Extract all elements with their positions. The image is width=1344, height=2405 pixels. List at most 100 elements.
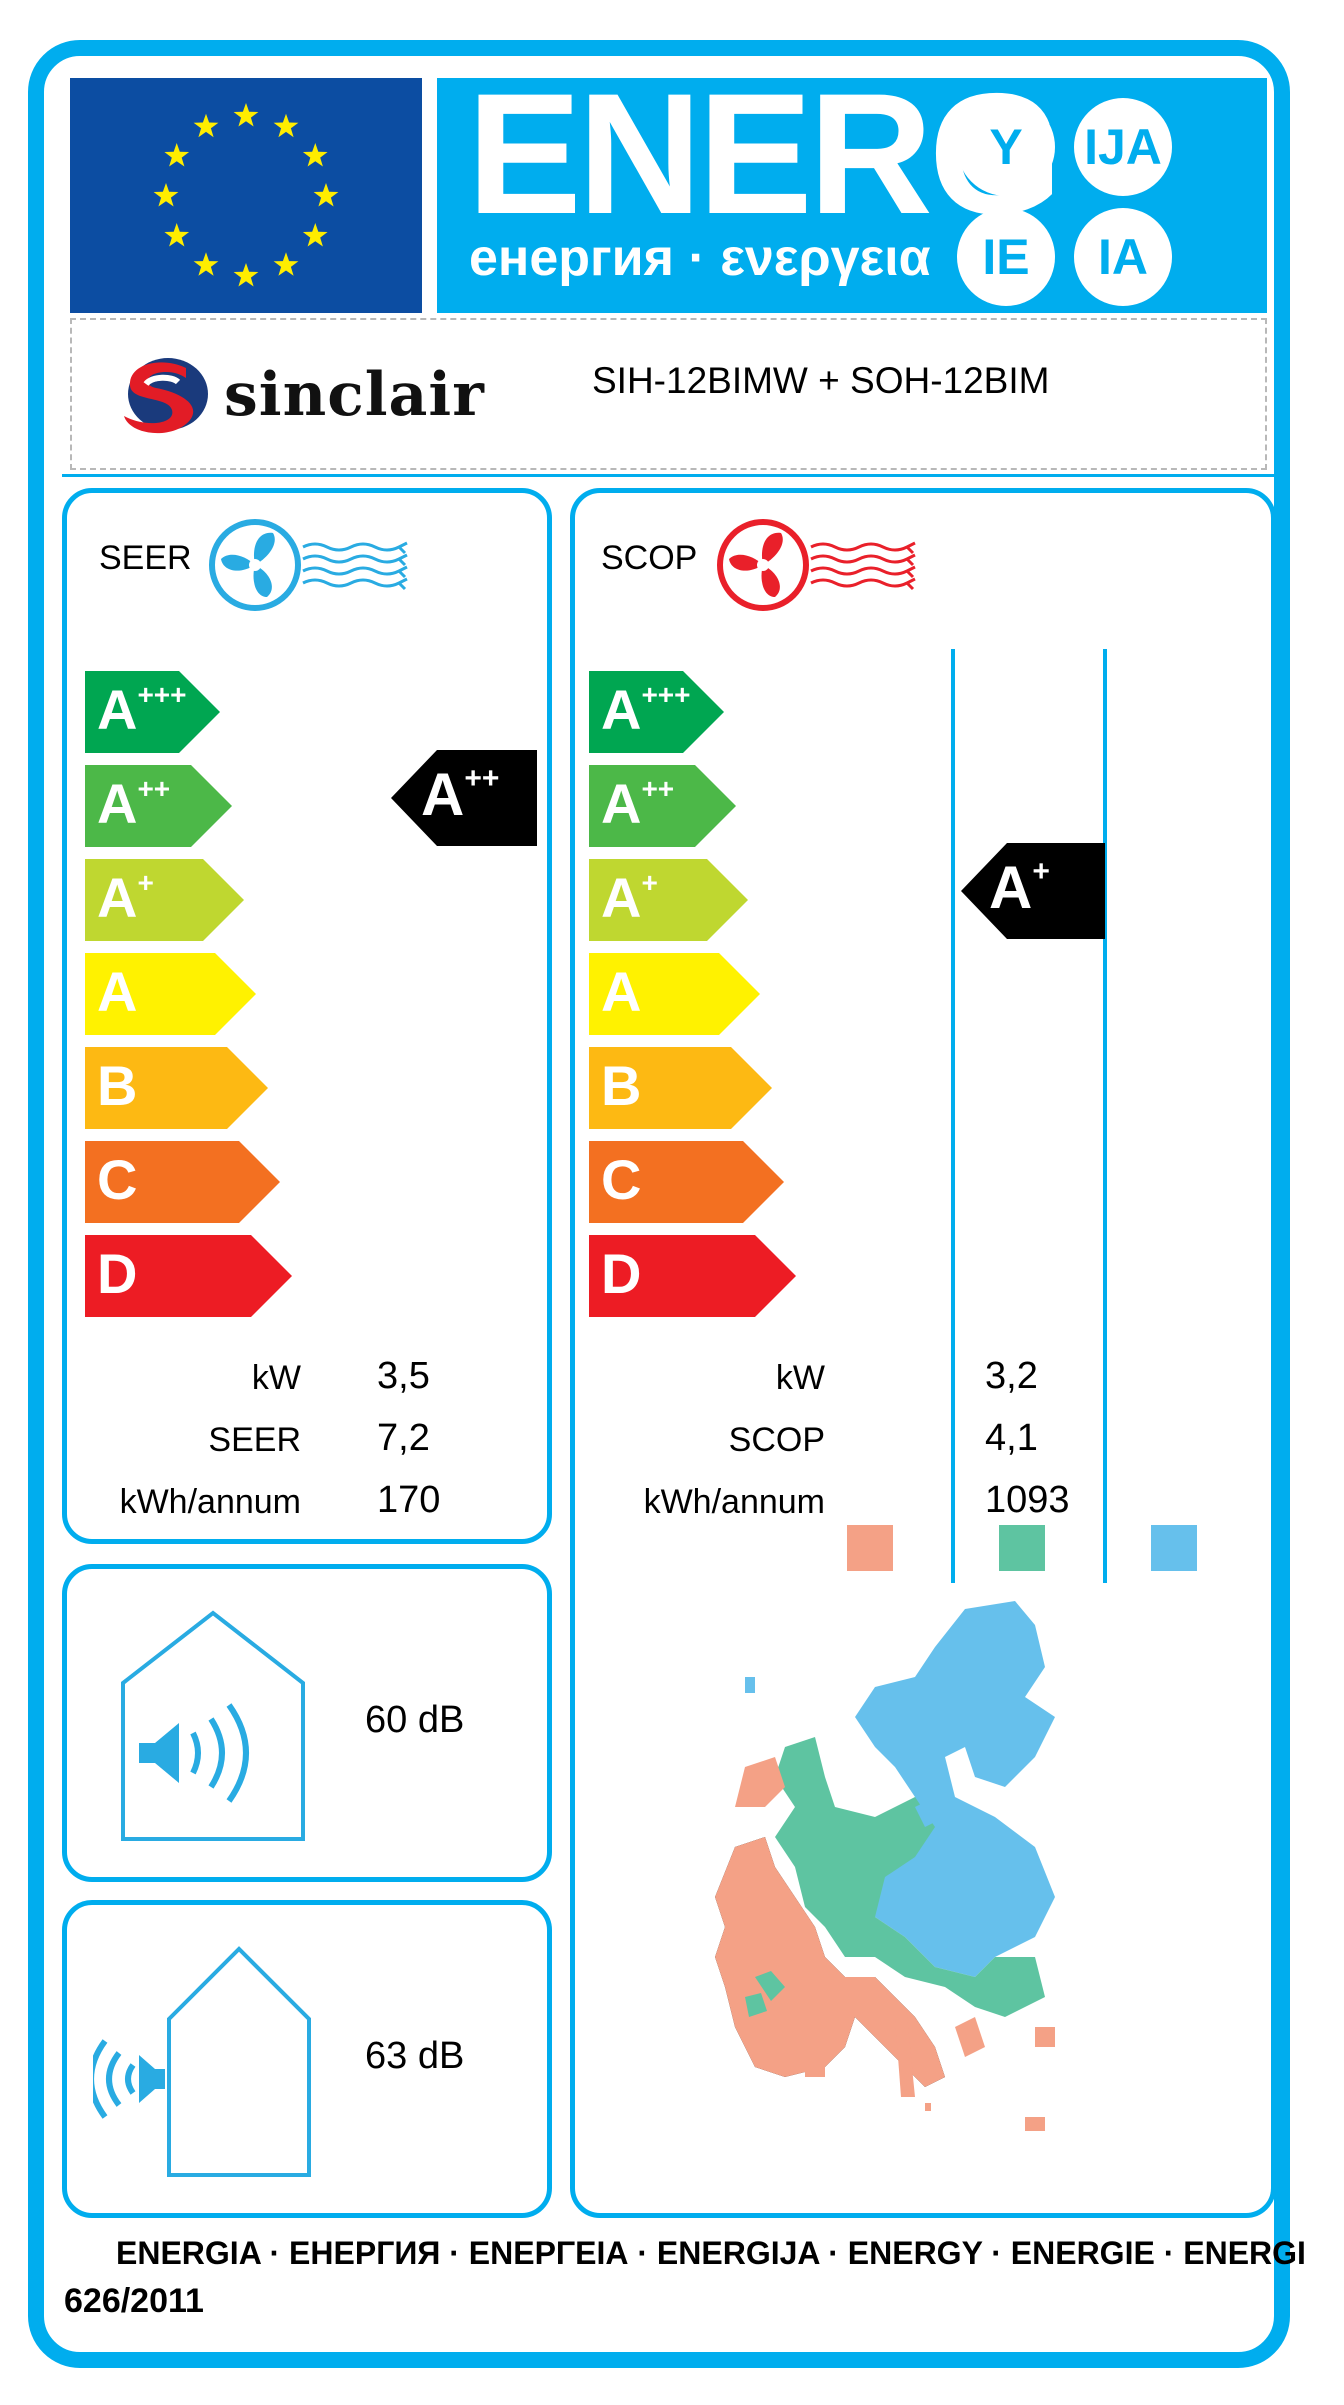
value-row-value: 170 <box>377 1479 441 1521</box>
scale-bar-b: B <box>589 1047 772 1129</box>
zone-average-swatch <box>999 1525 1045 1571</box>
cooling-fan-icon <box>209 519 408 611</box>
eu-star <box>164 143 190 167</box>
value-row-value: 7,2 <box>377 1417 430 1459</box>
scale-bar-label: A++ <box>601 772 675 835</box>
sinclair-logo-icon <box>124 358 208 434</box>
scale-bar-label: A <box>97 960 138 1023</box>
eu-stars-icon <box>153 103 339 287</box>
scale-bar-shape <box>589 953 760 1035</box>
eu-star <box>153 183 179 207</box>
suffix-ia: IA <box>1074 208 1172 306</box>
eu-star <box>313 183 339 207</box>
scale-bar-ap: A+ <box>85 859 244 941</box>
scale-bar-label: D <box>97 1242 138 1305</box>
value-row-label: kWh/annum <box>119 1483 301 1521</box>
energy-subtitle: енергия · ενεργεια <box>469 229 931 287</box>
seer-label: SEER <box>99 539 192 577</box>
divider <box>62 474 1276 477</box>
indoor-noise-panel: 60 dB <box>62 1564 552 1882</box>
value-row-label: kW <box>251 1359 301 1397</box>
eu-star <box>273 252 299 276</box>
scop-label: SCOP <box>601 539 698 577</box>
scale-bar-label: A+++ <box>601 678 691 741</box>
scale-bar-label: B <box>601 1054 642 1117</box>
scale-bar-label: B <box>97 1054 138 1117</box>
value-row-value: 4,1 <box>985 1417 1038 1459</box>
scale-bar-label: D <box>601 1242 642 1305</box>
scale-bar-label: A <box>601 960 642 1023</box>
outdoor-noise-panel: 63 dB <box>62 1900 552 2218</box>
supplier-box: sinclair SIH-12BIMW + SOH-12BIM <box>70 318 1267 470</box>
value-row-label: kW <box>775 1359 825 1397</box>
scale-bar-c: C <box>589 1141 784 1223</box>
scale-bar-shape <box>85 859 244 941</box>
scale-bar-d: D <box>85 1235 292 1317</box>
scale-bar-shape <box>589 1047 772 1129</box>
scale-bar-appp: A+++ <box>589 671 724 753</box>
scale-bar-label: A+++ <box>97 678 187 741</box>
energy-header: ENERG енергия · ενεργεια Y IJA IE IA <box>437 68 1267 313</box>
scale-bar-shape <box>85 1235 292 1317</box>
scale-bar-label: C <box>97 1148 138 1211</box>
value-row-label: SEER <box>208 1421 301 1459</box>
scale-bar-shape <box>589 1141 784 1223</box>
rating-arrow-shape <box>391 750 537 846</box>
value-row-value: 3,2 <box>985 1355 1038 1397</box>
value-row-label: kWh/annum <box>643 1483 825 1521</box>
zone-warmer-swatch <box>847 1525 893 1571</box>
suffix-ija: IJA <box>1074 98 1172 196</box>
scale-bar-app: A++ <box>85 765 232 847</box>
value-row-value: 1093 <box>985 1479 1070 1521</box>
eu-star <box>193 113 219 138</box>
suffix-y: Y <box>957 98 1055 196</box>
heating-rating: A+ <box>989 854 1050 921</box>
scale-bar-shape <box>589 671 724 753</box>
zone-divider-left <box>951 649 955 1583</box>
cooling-rating: A++ <box>421 761 500 828</box>
cooling-panel: SEER A+++ A++ A+ A B C D A++ kW 3,5 SEER 7,2 kWh <box>62 488 552 1544</box>
heating-panel: SCOP A+++ A++ A+ A B C D A+ kW 3,2 S <box>570 488 1276 2218</box>
heating-fan-icon <box>717 519 916 611</box>
eu-star <box>273 113 299 138</box>
model-identifier: SIH-12BIMW + SOH-12BIM <box>592 360 1050 401</box>
value-row-value: 3,5 <box>377 1355 430 1397</box>
regulation-number: 626/2011 <box>64 2282 204 2320</box>
scale-bar-label: A+ <box>97 866 154 929</box>
scale-bar-a: A <box>85 953 256 1035</box>
europe-climate-map-icon <box>715 1601 1055 2131</box>
brand-name: sinclair <box>224 360 485 430</box>
eu-star <box>233 263 259 287</box>
value-row-label: SCOP <box>728 1421 825 1459</box>
scale-bar-shape <box>589 1235 796 1317</box>
eu-star <box>193 252 219 276</box>
scale-bar-shape <box>85 671 220 753</box>
scale-bar-ap: A+ <box>589 859 748 941</box>
scale-bar-shape <box>85 1141 280 1223</box>
suffix-ie: IE <box>957 208 1055 306</box>
scale-bar-appp: A+++ <box>85 671 220 753</box>
eu-star <box>164 223 190 247</box>
outdoor-noise-value: 63 dB <box>365 2035 465 2077</box>
scale-bar-a: A <box>589 953 760 1035</box>
eu-star <box>233 103 259 127</box>
eu-star <box>302 143 328 167</box>
scale-bar-shape <box>589 765 736 847</box>
scale-bar-shape <box>85 765 232 847</box>
scale-bar-label: A++ <box>97 772 171 835</box>
scale-bar-shape <box>85 1047 268 1129</box>
indoor-noise-icon <box>121 1610 305 1841</box>
scale-bar-app: A++ <box>589 765 736 847</box>
eu-star <box>302 223 328 247</box>
scale-bar-shape <box>85 953 256 1035</box>
footer-energy-words: ENERGIA · ЕНЕРГИЯ · ΕΝΕΡΓΕΙΑ · ENERGIJA … <box>116 2235 1306 2271</box>
scale-bar-shape <box>589 859 748 941</box>
indoor-noise-value: 60 dB <box>365 1699 465 1741</box>
zone-colder-swatch <box>1151 1525 1197 1571</box>
outdoor-noise-icon <box>93 1946 311 2177</box>
scale-bar-d: D <box>589 1235 796 1317</box>
zone-divider-right <box>1103 649 1107 1583</box>
rating-arrow-shape <box>961 843 1105 939</box>
scale-bar-label: A+ <box>601 866 658 929</box>
